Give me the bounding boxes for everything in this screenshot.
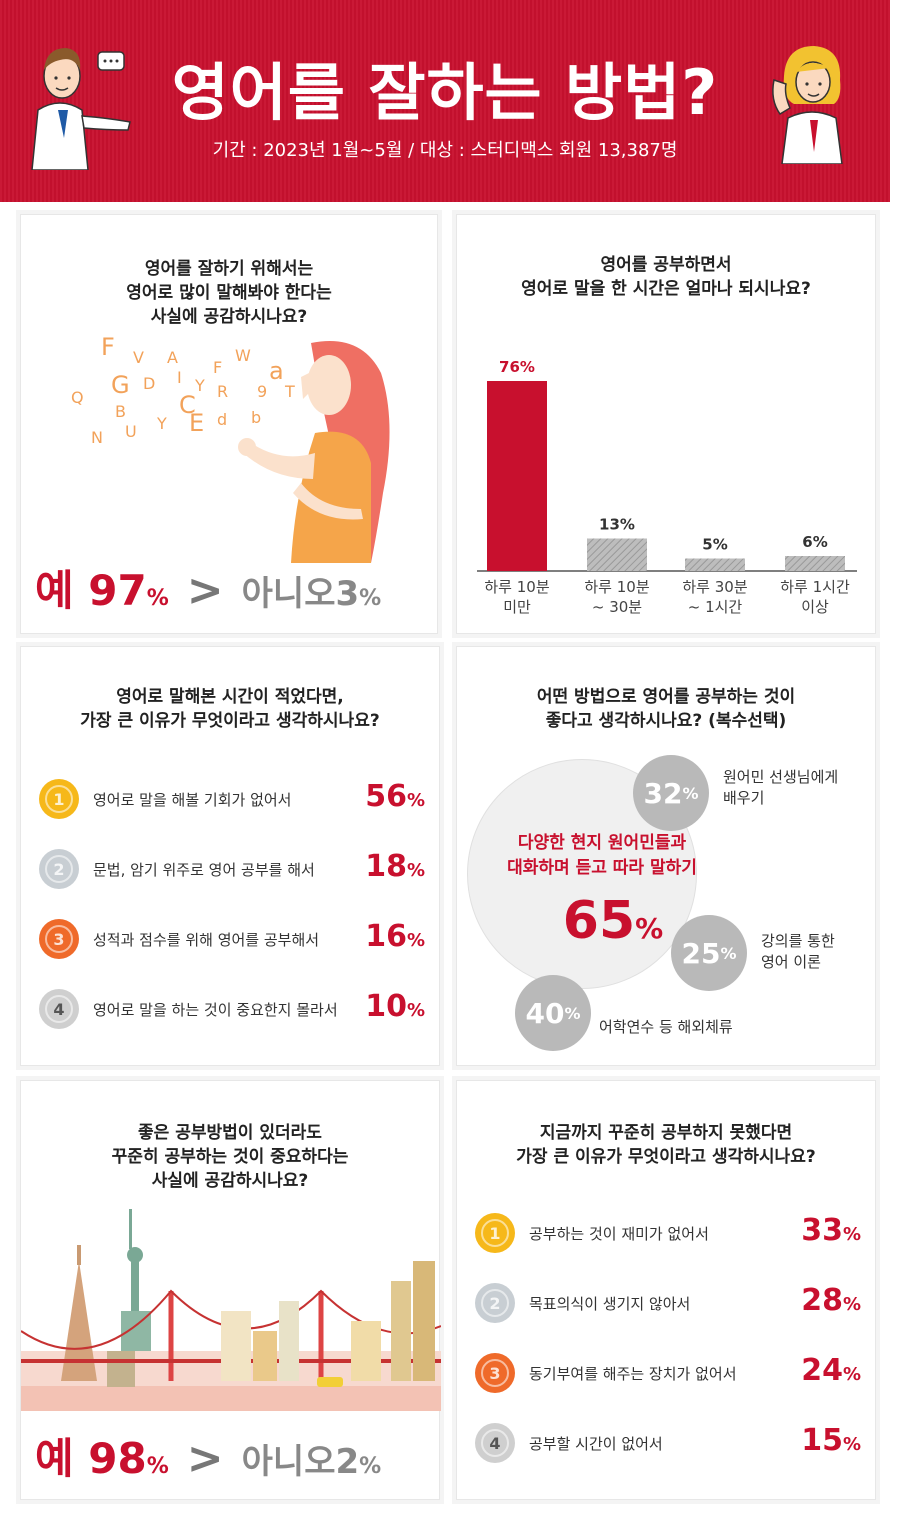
fourth-medal-icon: 4 bbox=[475, 1423, 515, 1463]
list-item: 2 목표의식이 생기지 않아서 28% bbox=[475, 1283, 861, 1323]
bar-value-label: 13% bbox=[599, 516, 635, 534]
survey-info: 기간 : 2023년 1월~5월 / 대상 : 스터디맥스 회원 13,387명 bbox=[212, 140, 678, 161]
category-label: 하루 1시간 이상 bbox=[780, 578, 850, 616]
method-circle: 25% bbox=[671, 915, 747, 991]
percent-value: 28% bbox=[801, 1283, 861, 1318]
panel-consistency-agreement: 좋은 공부방법이 있더라도 꾸준히 공부하는 것이 중요하다는 사실에 공감하시… bbox=[20, 1080, 441, 1500]
businessman-illustration bbox=[31, 48, 131, 170]
percent-value: 56% bbox=[365, 779, 425, 814]
floating-letter: W bbox=[235, 346, 251, 365]
bar bbox=[685, 558, 745, 571]
panel-reasons-consistency: 지금까지 꾸준히 공부하지 못했다면 가장 큰 이유가 무엇이라고 생각하시나요… bbox=[456, 1080, 876, 1500]
woman-illustration bbox=[772, 46, 843, 164]
floating-letter: V bbox=[133, 348, 144, 367]
floating-letter: U bbox=[125, 422, 137, 441]
bronze-medal-icon: 3 bbox=[39, 919, 79, 959]
percent-value: 33% bbox=[801, 1213, 861, 1248]
no-result: 아니오2% bbox=[241, 1442, 382, 1482]
no-result: 아니오3% bbox=[241, 574, 382, 614]
bar bbox=[785, 556, 845, 571]
list-item: 1 영어로 말을 해볼 기회가 없어서 56% bbox=[39, 779, 425, 819]
list-item: 1 공부하는 것이 재미가 없어서 33% bbox=[475, 1213, 861, 1253]
floating-letter: Q bbox=[71, 388, 84, 407]
method-circle: 40% bbox=[515, 975, 591, 1051]
method-circle: 32% bbox=[633, 755, 709, 831]
list-item: 4 공부할 시간이 없어서 15% bbox=[475, 1423, 861, 1463]
floating-letter: a bbox=[269, 357, 284, 385]
floating-letter: Y bbox=[156, 414, 167, 433]
gold-medal-icon: 1 bbox=[475, 1213, 515, 1253]
bar bbox=[487, 381, 547, 571]
question: 지금까지 꾸준히 공부하지 못했다면 가장 큰 이유가 무엇이라고 생각하시나요… bbox=[516, 1123, 816, 1167]
floating-letter: I bbox=[177, 368, 182, 387]
question: 어떤 방법으로 영어를 공부하는 것이 좋다고 생각하시나요? (복수선택) bbox=[536, 687, 796, 731]
category-label: 하루 10분 ~ 30분 bbox=[584, 578, 650, 616]
floating-letter: D bbox=[143, 374, 155, 393]
bar-value-label: 5% bbox=[702, 536, 727, 554]
bar-value-label: 6% bbox=[802, 533, 827, 551]
greater-than-icon: > bbox=[186, 565, 224, 616]
method-label: 강의를 통한 영어 이론 bbox=[761, 932, 835, 971]
list-item: 2 문법, 암기 위주로 영어 공부를 해서 18% bbox=[39, 849, 425, 889]
percent-value: 18% bbox=[365, 849, 425, 884]
floating-letter: B bbox=[115, 402, 126, 421]
panel-speaking-time: 영어를 공부하면서 영어로 말을 한 시간은 얼마나 되시나요? 76% 13% 5… bbox=[456, 214, 876, 634]
panel-study-methods: 어떤 방법으로 영어를 공부하는 것이 좋다고 생각하시나요? (복수선택) 다… bbox=[456, 646, 876, 1066]
list-item: 3 동기부여를 해주는 장치가 없어서 24% bbox=[475, 1353, 861, 1393]
yes-result: 예 97% bbox=[35, 566, 169, 615]
method-label: 원어민 선생님에게 배우기 bbox=[723, 768, 839, 807]
floating-letter: F bbox=[213, 358, 222, 377]
percent-value: 24% bbox=[801, 1353, 861, 1388]
agreement-result: 예 97% > 아니오3% bbox=[35, 557, 381, 618]
silver-medal-icon: 2 bbox=[475, 1283, 515, 1323]
yes-result: 예 98% bbox=[35, 1434, 169, 1483]
floating-letter: d bbox=[217, 410, 227, 429]
percent-value: 15% bbox=[801, 1423, 861, 1458]
panel-speaking-agreement: 영어를 잘하기 위해서는 영어로 많이 말해봐야 한다는 사실에 공감하시나요?… bbox=[20, 214, 438, 634]
percent-value: 10% bbox=[365, 989, 425, 1024]
main-method-text: 다양한 현지 원어민들과 대화하며 듣고 따라 말하기 bbox=[507, 833, 697, 878]
floating-letter: C bbox=[179, 391, 196, 419]
bar bbox=[587, 538, 647, 571]
question: 영어를 잘하기 위해서는 영어로 많이 말해봐야 한다는 사실에 공감하시나요? bbox=[126, 259, 332, 327]
gold-medal-icon: 1 bbox=[39, 779, 79, 819]
panel-reasons-speaking: 영어로 말해본 시간이 적었다면, 가장 큰 이유가 무엇이라고 생각하시나요?… bbox=[20, 646, 440, 1066]
bronze-medal-icon: 3 bbox=[475, 1353, 515, 1393]
question: 영어로 말해본 시간이 적었다면, 가장 큰 이유가 무엇이라고 생각하시나요? bbox=[80, 687, 380, 731]
floating-letter: Y bbox=[194, 376, 205, 395]
percent-value: 16% bbox=[365, 919, 425, 954]
fourth-medal-icon: 4 bbox=[39, 989, 79, 1029]
speaking-time-chart: 76% 13% 5% 6% bbox=[477, 358, 857, 572]
floating-letter: 9 bbox=[257, 382, 267, 401]
greater-than-icon: > bbox=[186, 1433, 224, 1484]
floating-letter: R bbox=[217, 382, 228, 401]
category-label: 하루 10분 미만 bbox=[484, 578, 550, 616]
question: 영어를 공부하면서 영어로 말을 한 시간은 얼마나 되시나요? bbox=[521, 255, 811, 299]
method-label: 어학연수 등 해외체류 bbox=[599, 1018, 733, 1036]
bar-value-label: 76% bbox=[499, 358, 535, 376]
floating-letter: T bbox=[284, 382, 295, 401]
floating-letter: F bbox=[101, 333, 115, 361]
silver-medal-icon: 2 bbox=[39, 849, 79, 889]
floating-letter: A bbox=[167, 348, 178, 367]
header-banner: 영어를 잘하는 방법? 기간 : 2023년 1월~5월 / 대상 : 스터디맥… bbox=[0, 0, 890, 202]
floating-letter: b bbox=[251, 408, 261, 427]
question: 좋은 공부방법이 있더라도 꾸준히 공부하는 것이 중요하다는 사실에 공감하시… bbox=[111, 1123, 349, 1191]
main-method-value: 65% bbox=[562, 891, 664, 951]
agreement-result: 예 98% > 아니오2% bbox=[35, 1425, 381, 1486]
page-title: 영어를 잘하는 방법? bbox=[171, 56, 719, 129]
category-label: 하루 30분 ~ 1시간 bbox=[682, 578, 748, 616]
list-item: 3 성적과 점수를 위해 영어를 공부해서 16% bbox=[39, 919, 425, 959]
floating-letter: N bbox=[91, 428, 103, 447]
city-skyline-illustration bbox=[21, 1209, 441, 1411]
list-item: 4 영어로 말을 하는 것이 중요한지 몰라서 10% bbox=[39, 989, 425, 1029]
floating-letter: G bbox=[111, 371, 130, 399]
floating-letter: E bbox=[189, 409, 204, 437]
